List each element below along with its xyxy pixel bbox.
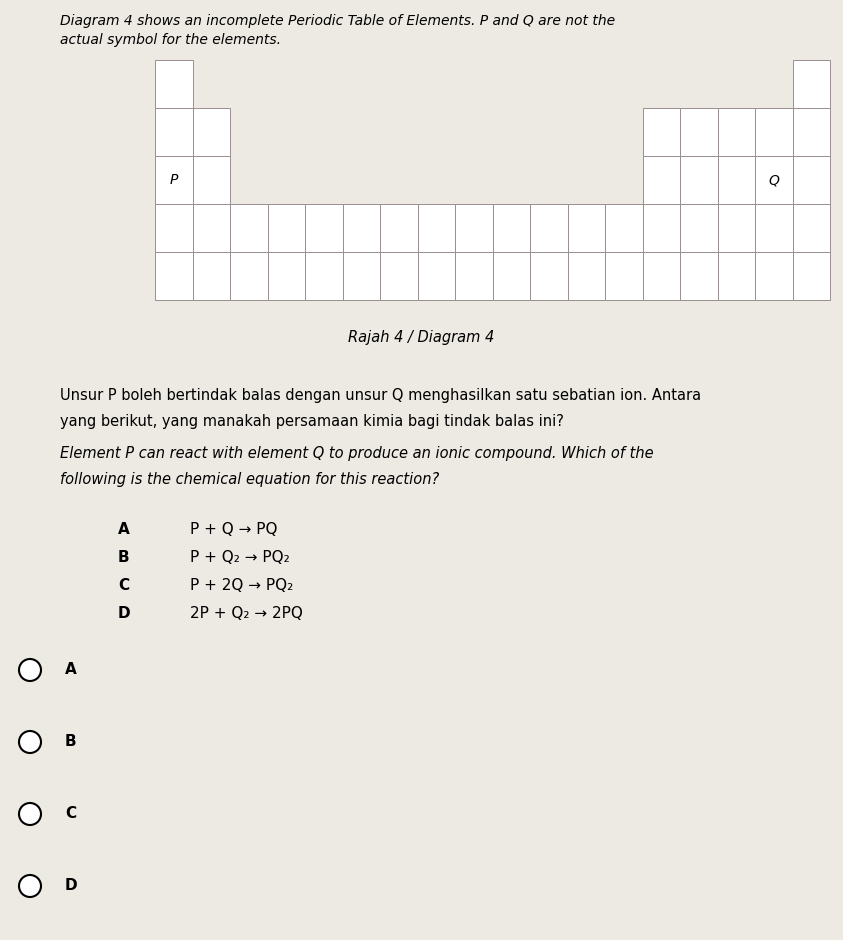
Circle shape	[19, 659, 41, 681]
Bar	[192, 204, 230, 252]
Bar	[155, 60, 192, 108]
Text: actual symbol for the elements.: actual symbol for the elements.	[60, 33, 281, 47]
Bar	[455, 204, 492, 252]
Bar	[305, 204, 342, 252]
Bar	[792, 108, 830, 156]
Bar	[230, 252, 267, 300]
Circle shape	[19, 875, 41, 897]
Text: P + Q → PQ: P + Q → PQ	[190, 523, 277, 538]
Text: A: A	[65, 663, 77, 678]
Bar	[417, 204, 455, 252]
Bar	[755, 204, 792, 252]
Text: Unsur P boleh bertindak balas dengan unsur Q menghasilkan satu sebatian ion. Ant: Unsur P boleh bertindak balas dengan uns…	[60, 388, 701, 403]
Bar	[755, 156, 792, 204]
Text: A: A	[118, 523, 130, 538]
Bar	[305, 252, 342, 300]
Bar	[755, 252, 792, 300]
Bar	[492, 252, 530, 300]
Bar	[267, 252, 305, 300]
Bar	[680, 252, 717, 300]
Bar	[567, 204, 605, 252]
Bar	[605, 252, 642, 300]
Text: Q: Q	[768, 173, 779, 187]
Bar	[680, 204, 717, 252]
Bar	[605, 204, 642, 252]
Bar	[417, 252, 455, 300]
Bar	[192, 108, 230, 156]
Bar	[155, 156, 192, 204]
Bar	[380, 252, 417, 300]
Bar	[680, 156, 717, 204]
Text: P + Q₂ → PQ₂: P + Q₂ → PQ₂	[190, 551, 290, 566]
Text: P: P	[169, 173, 178, 187]
Bar	[717, 156, 755, 204]
Text: Rajah 4 / Diagram 4: Rajah 4 / Diagram 4	[348, 330, 495, 345]
Bar	[792, 156, 830, 204]
Text: yang berikut, yang manakah persamaan kimia bagi tindak balas ini?: yang berikut, yang manakah persamaan kim…	[60, 414, 564, 429]
Bar	[455, 252, 492, 300]
Bar	[792, 204, 830, 252]
Text: 2P + Q₂ → 2PQ: 2P + Q₂ → 2PQ	[190, 606, 303, 621]
Bar	[680, 108, 717, 156]
Text: following is the chemical equation for this reaction?: following is the chemical equation for t…	[60, 472, 439, 487]
Bar	[717, 252, 755, 300]
Bar	[717, 108, 755, 156]
Bar	[155, 204, 192, 252]
Bar	[342, 204, 380, 252]
Bar	[792, 60, 830, 108]
Bar	[530, 204, 567, 252]
Bar	[492, 204, 530, 252]
Text: B: B	[65, 734, 77, 749]
Bar	[792, 252, 830, 300]
Text: C: C	[118, 578, 129, 593]
Circle shape	[19, 731, 41, 753]
Bar	[717, 204, 755, 252]
Bar	[642, 204, 680, 252]
Bar	[155, 252, 192, 300]
Text: B: B	[118, 551, 130, 566]
Text: Element P can react with element Q to produce an ionic compound. Which of the: Element P can react with element Q to pr…	[60, 446, 653, 461]
Bar	[642, 252, 680, 300]
Text: D: D	[65, 879, 78, 894]
Bar	[755, 108, 792, 156]
Text: P + 2Q → PQ₂: P + 2Q → PQ₂	[190, 578, 293, 593]
Bar	[530, 252, 567, 300]
Text: Diagram 4 shows an incomplete Periodic Table of Elements. P and Q are not the: Diagram 4 shows an incomplete Periodic T…	[60, 14, 615, 28]
Bar	[230, 204, 267, 252]
Circle shape	[19, 803, 41, 825]
Text: C: C	[65, 807, 76, 822]
Bar	[192, 156, 230, 204]
Bar	[642, 156, 680, 204]
Bar	[642, 108, 680, 156]
Text: D: D	[118, 606, 131, 621]
Bar	[342, 252, 380, 300]
Bar	[155, 108, 192, 156]
Bar	[267, 204, 305, 252]
Bar	[567, 252, 605, 300]
Bar	[380, 204, 417, 252]
Bar	[192, 252, 230, 300]
